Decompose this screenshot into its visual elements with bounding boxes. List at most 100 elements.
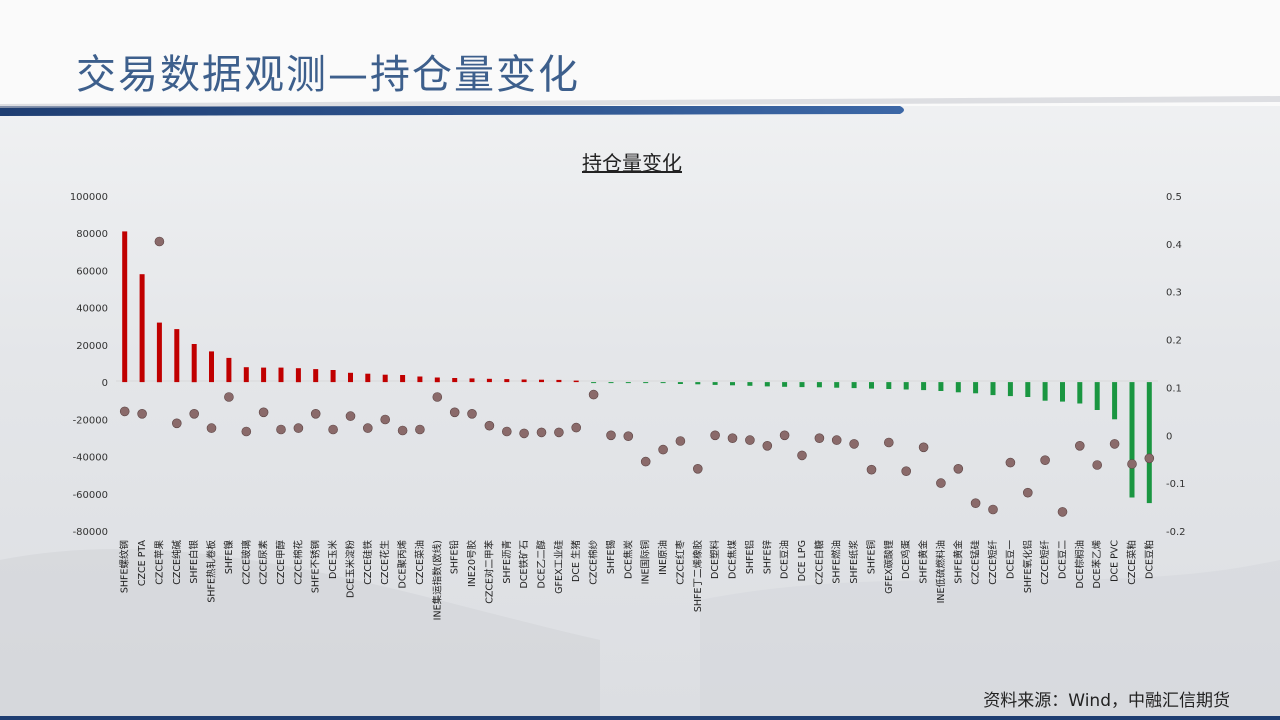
marker-point xyxy=(866,464,877,475)
category-label: DCE豆粕 xyxy=(1143,540,1155,579)
bar xyxy=(348,372,353,383)
category-label: SHFE铅 xyxy=(449,540,461,575)
marker-point xyxy=(849,439,859,449)
bar xyxy=(469,378,475,383)
marker-point xyxy=(588,389,599,400)
left-axis-tick-label: 60000 xyxy=(76,266,108,277)
bar xyxy=(677,382,683,384)
bar xyxy=(1112,382,1118,420)
bar xyxy=(695,382,701,385)
marker-point xyxy=(918,442,929,453)
bar xyxy=(139,274,145,383)
marker-point xyxy=(415,424,425,435)
bar xyxy=(417,376,423,383)
marker-point xyxy=(554,427,564,438)
category-label: SHFE锡 xyxy=(605,540,617,574)
category-label: DCE铁矿石 xyxy=(518,540,530,588)
bar xyxy=(226,357,232,383)
bar xyxy=(1077,382,1083,404)
bar xyxy=(434,377,440,383)
source-note: 资料来源：Wind，中融汇信期货 xyxy=(983,691,1230,711)
bar xyxy=(556,379,562,383)
category-label: CZCE棉纱 xyxy=(588,540,600,585)
marker-point xyxy=(623,431,634,442)
category-label: SHFE热轧卷板 xyxy=(206,540,218,603)
marker-point xyxy=(571,422,582,433)
category-label: DCE塑料 xyxy=(709,540,721,579)
bar xyxy=(955,382,961,393)
category-label: DCE PVC xyxy=(1110,540,1121,582)
bar xyxy=(330,370,336,383)
bar xyxy=(1042,382,1048,401)
marker-point xyxy=(224,392,234,402)
bar xyxy=(278,367,284,383)
bar xyxy=(990,382,996,396)
category-label: CZCE对二甲苯 xyxy=(483,540,495,604)
marker-point xyxy=(658,444,668,455)
page-title: 交易数据观测—持仓量变化 xyxy=(76,52,580,98)
bar xyxy=(782,382,788,387)
marker-point xyxy=(345,411,356,421)
category-label: DCE豆一 xyxy=(1005,540,1016,579)
right-axis-tick-label: 0.4 xyxy=(1166,240,1182,251)
category-label: DCE焦炭 xyxy=(622,540,634,579)
bar xyxy=(903,382,909,390)
bar xyxy=(712,382,718,385)
marker-point xyxy=(172,418,182,429)
right-axis-tick-label: -0.2 xyxy=(1166,527,1186,538)
category-label: DCE 生猪 xyxy=(570,540,582,582)
marker-point xyxy=(675,436,686,446)
marker-point xyxy=(606,430,616,441)
bar xyxy=(608,382,614,384)
marker-point xyxy=(831,435,842,445)
marker-point xyxy=(154,236,165,247)
bar xyxy=(209,351,214,383)
bar xyxy=(452,378,458,383)
bar xyxy=(799,382,805,388)
bar xyxy=(869,382,874,389)
marker-point xyxy=(1005,457,1016,468)
category-label: SHFE螺纹钢 xyxy=(119,540,131,593)
marker-point xyxy=(432,392,443,402)
marker-point xyxy=(953,463,964,474)
category-label: SHFE黄金 xyxy=(918,540,930,584)
marker-point xyxy=(710,430,720,441)
bar xyxy=(625,382,631,384)
marker-point xyxy=(640,456,651,467)
chart-title: 持仓量变化 xyxy=(582,151,682,175)
left-axis-tick-label: -20000 xyxy=(73,415,108,426)
marker-point xyxy=(328,424,338,435)
bar xyxy=(1025,382,1031,397)
right-axis-tick-label: 0.2 xyxy=(1166,336,1182,347)
category-label: SHFE黄金 xyxy=(952,540,964,584)
marker-point xyxy=(1023,487,1033,498)
marker-point xyxy=(692,463,703,474)
bar xyxy=(191,344,197,383)
bar xyxy=(122,231,128,383)
marker-point xyxy=(189,408,199,419)
marker-point xyxy=(119,406,130,417)
bar xyxy=(730,382,735,386)
category-label: CZCE白糖 xyxy=(813,540,825,585)
left-axis-tick-label: 100000 xyxy=(70,192,108,203)
bar xyxy=(313,369,319,383)
category-label: DCE棕榈油 xyxy=(1074,540,1086,588)
bar xyxy=(243,367,249,383)
bar xyxy=(886,382,892,389)
left-axis-tick-label: 20000 xyxy=(76,341,108,352)
bar xyxy=(1129,382,1135,498)
bar xyxy=(1146,382,1152,504)
category-label: SHFE燃油 xyxy=(831,540,843,584)
bar xyxy=(747,382,753,386)
bar xyxy=(643,382,649,384)
category-label: CZCE菜油 xyxy=(414,540,426,585)
category-label: SHFE沥青 xyxy=(501,540,513,584)
bar xyxy=(261,367,267,383)
category-label: DCE乙二醇 xyxy=(536,540,548,589)
marker-point xyxy=(484,420,495,431)
bar xyxy=(174,329,180,383)
marker-point xyxy=(1109,439,1120,449)
category-label: INE20号胶 xyxy=(466,540,478,587)
category-label: CZCE红枣 xyxy=(674,540,686,585)
